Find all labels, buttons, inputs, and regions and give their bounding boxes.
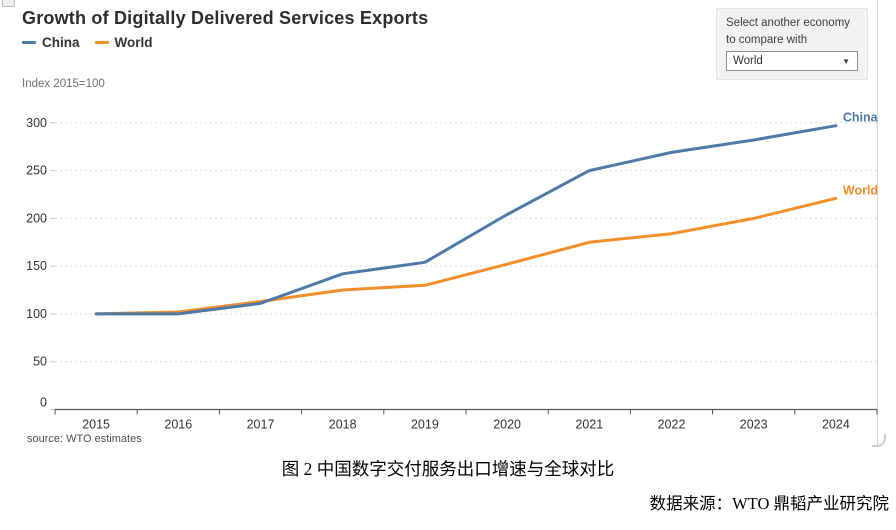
x-tick-label-2022: 2022 <box>658 418 686 432</box>
tableau-viz: Growth of Digitally Delivered Services E… <box>2 0 886 447</box>
corner-widget-artifact <box>2 0 15 7</box>
legend-item-china: China <box>22 35 80 50</box>
x-tick-label-2018: 2018 <box>329 418 357 432</box>
chart-title: Growth of Digitally Delivered Services E… <box>22 8 429 28</box>
world-end-label: World <box>843 183 878 197</box>
world-line-swatch-icon <box>94 41 109 44</box>
y-tick-label-100: 100 <box>26 307 47 321</box>
world-line <box>94 196 838 316</box>
figure-data-source: 数据来源：WTO 鼎韬产业研究院 <box>649 494 889 513</box>
compare-panel-label-line2: to compare with <box>726 33 808 46</box>
x-tick-label-2024: 2024 <box>822 418 850 432</box>
chevron-down-icon: ▼ <box>842 56 850 66</box>
y-tick-label-300: 300 <box>26 116 47 130</box>
y-tick-label-0: 0 <box>40 396 47 410</box>
x-tick-label-2021: 2021 <box>575 418 603 432</box>
line-chart: 0 50 100 150 200 250 300 2015 2016 2017 2018 2019 20… <box>26 111 879 432</box>
compare-panel-label-line1: Select another economy <box>726 17 851 29</box>
economy-select[interactable]: World ▼ <box>726 51 858 72</box>
viz-right-border <box>877 0 878 447</box>
x-tick-label-2015: 2015 <box>82 418 110 432</box>
compare-economy-panel: Select another economy to compare with W… <box>716 8 868 80</box>
axis-caption: Index 2015=100 <box>22 78 105 90</box>
x-tick-label-2016: 2016 <box>164 418 192 432</box>
resize-corner-artifact <box>872 434 886 447</box>
china-line <box>94 124 838 316</box>
y-tick-label-200: 200 <box>26 211 47 225</box>
y-tick-label-150: 150 <box>26 259 47 273</box>
source-note: source: WTO estimates <box>27 433 142 445</box>
legend-label-world: World <box>114 35 153 50</box>
x-tick-label-2017: 2017 <box>247 418 275 432</box>
figure-caption: 图 2 中国数字交付服务出口增速与全球对比 <box>281 459 615 479</box>
legend-label-china: China <box>42 35 80 50</box>
legend-item-world: World <box>94 35 153 50</box>
x-tick-label-2023: 2023 <box>740 418 768 432</box>
china-end-label: China <box>843 111 879 125</box>
y-tick-label-250: 250 <box>26 164 47 178</box>
economy-select-value: World <box>733 55 763 68</box>
x-tick-label-2019: 2019 <box>411 418 439 432</box>
china-line-swatch-icon <box>22 41 36 44</box>
chart-legend: China World <box>22 35 161 50</box>
y-tick-label-50: 50 <box>33 355 47 369</box>
x-tick-label-2020: 2020 <box>493 418 521 432</box>
